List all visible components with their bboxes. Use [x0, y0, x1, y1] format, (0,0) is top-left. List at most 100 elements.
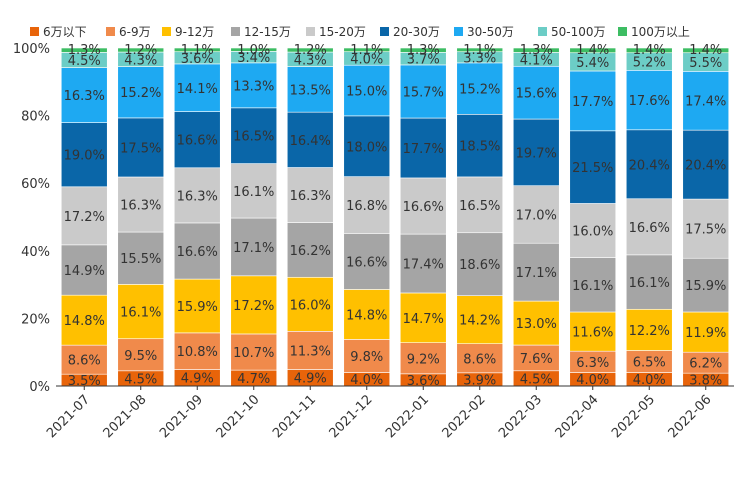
data-label-2021-11-3: 16.0%	[290, 298, 331, 313]
y-tick-label-0: 0%	[29, 380, 50, 395]
data-label-2021-12-3: 14.8%	[346, 308, 387, 323]
bar-segment-2021-09-3	[173, 278, 221, 334]
bar-segment-2022-03-4	[512, 242, 560, 302]
bar-stack-2021-07: 3.5% 8.6% 14.8% 14.9% 17.2% 19.0% 16.3% 4.5%1.3…	[60, 43, 108, 389]
data-label-2021-11-6: 16.4%	[290, 134, 331, 149]
bar-segment-2021-12-6	[343, 115, 391, 177]
bar-stack-2022-03: 4.5% 7.6% 13.0% 17.1% 17.0% 19.7% 15.6% 4.1%1.3…	[512, 43, 560, 387]
legend-label-8: 50-100万	[551, 25, 606, 39]
legend-label-6: 20-30万	[393, 25, 440, 39]
data-label-2021-11-8: 4.3%	[294, 53, 327, 68]
bar-stack-2021-11: 4.9% 11.3% 16.0% 16.2% 16.3% 16.4% 13.5% 4.3%1.…	[286, 43, 334, 387]
bar-segment-2021-07-3	[60, 294, 108, 346]
data-label-2021-12-8: 4.0%	[350, 52, 383, 67]
bar-segment-2021-09-5	[173, 167, 221, 224]
bar-stack-2021-10: 4.7% 10.7% 17.2% 17.1% 16.1% 16.5% 13.3% 3.4%1.…	[230, 43, 278, 387]
data-label-2021-07-7: 16.3%	[64, 89, 105, 104]
bar-segment-2022-05-3	[625, 308, 673, 351]
data-label-2022-03-7: 15.6%	[516, 87, 557, 102]
data-label-2021-10-4: 17.1%	[233, 241, 274, 256]
legend-swatch-5	[306, 27, 315, 36]
data-label-2022-04-1: 4.0%	[576, 373, 609, 388]
data-label-2022-05-2: 6.5%	[633, 355, 666, 370]
data-label-2022-06-3: 11.9%	[685, 326, 726, 341]
data-label-2022-04-8: 5.4%	[576, 56, 609, 71]
data-label-2021-09-7: 14.1%	[177, 82, 218, 97]
legend-swatch-9	[618, 27, 627, 36]
legend-label-4: 12-15万	[244, 25, 291, 39]
bar-segment-2022-01-3	[399, 292, 447, 343]
data-label-2022-03-2: 7.6%	[520, 352, 553, 367]
x-axis: 2021-07 2021-08 2021-09 2021-10 2021-11 2021-…	[44, 385, 734, 441]
bar-stack-2021-12: 4.0%9.8%14.8%16.6%16.8%18.0%15.0%4.0%1.1…	[343, 43, 391, 388]
data-label-2021-07-5: 17.2%	[64, 210, 105, 225]
data-label-2022-03-5: 17.0%	[516, 208, 557, 223]
bar-segment-2021-11-3	[286, 276, 334, 332]
data-label-2021-08-7: 15.2%	[120, 86, 161, 101]
bar-segment-2021-07-9	[60, 47, 108, 53]
data-label-2021-09-4: 16.6%	[177, 245, 218, 260]
x-tick-label-2021-11: 2021-11	[270, 392, 319, 441]
bar-segment-2021-09-9	[173, 47, 221, 53]
legend-swatch-3	[162, 27, 171, 36]
x-tick-label-2021-10: 2021-10	[214, 392, 263, 441]
data-label-2022-05-6: 20.4%	[629, 158, 670, 173]
bar-segment-2021-09-4	[173, 222, 221, 280]
data-label-2021-10-8: 3.4%	[237, 51, 270, 66]
y-tick-label-20: 20%	[21, 312, 50, 327]
bar-segment-2021-12-4	[343, 233, 391, 290]
bar-segment-2022-03-6	[512, 118, 560, 187]
data-label-2022-03-4: 17.1%	[516, 266, 557, 281]
bar-segment-2022-05-6	[625, 129, 673, 200]
bar-segment-2022-02-3	[456, 295, 504, 345]
data-label-2021-12-4: 16.6%	[346, 255, 387, 270]
bar-segment-2021-10-6	[230, 107, 278, 164]
data-label-2021-08-4: 15.5%	[120, 252, 161, 267]
data-label-2022-01-4: 17.4%	[403, 258, 444, 273]
data-label-2021-08-3: 16.1%	[120, 306, 161, 321]
bar-segment-2021-10-3	[230, 275, 278, 335]
legend-label-1: 6万以下	[43, 25, 87, 39]
y-tick-label-60: 60%	[21, 177, 50, 192]
bar-segment-2021-08-9	[117, 47, 165, 53]
data-label-2022-01-6: 17.7%	[403, 142, 444, 157]
bar-segment-2021-09-2	[173, 332, 221, 370]
data-label-2022-02-7: 15.2%	[459, 83, 500, 98]
data-label-2021-09-9: 1.1%	[181, 43, 214, 58]
bar-segment-2021-12-9	[343, 47, 391, 53]
bar-segment-2022-02-5	[456, 176, 504, 234]
data-label-2021-07-3: 14.8%	[64, 314, 105, 329]
bar-segment-2022-02-9	[456, 47, 504, 53]
bar-segment-2022-04-4	[569, 257, 617, 313]
x-tick-label-2021-07: 2021-07	[44, 392, 93, 441]
bar-segment-2022-04-3	[569, 311, 617, 352]
bars: 3.5%8.6%14.8%14.9%17.2%19.0%16.3%4.5%1.3…	[60, 43, 730, 389]
data-label-2021-12-2: 9.8%	[350, 350, 383, 365]
data-label-2021-12-6: 18.0%	[346, 140, 387, 155]
data-label-2022-04-7: 17.7%	[572, 95, 613, 110]
data-label-2022-02-4: 18.6%	[459, 258, 500, 273]
bar-segment-2021-10-2	[230, 333, 278, 371]
data-label-2021-12-9: 1.1%	[350, 43, 383, 58]
bar-segment-2021-09-6	[173, 111, 221, 169]
bar-segment-2022-05-9	[625, 47, 673, 54]
x-tick-label-2022-06: 2022-06	[666, 392, 715, 441]
bar-stack-2021-09: 4.9% 10.8% 15.9% 16.6% 16.3% 16.6% 14.1% 3.6%1.…	[173, 43, 221, 387]
bar-segment-2021-11-7	[286, 66, 334, 113]
data-label-2021-07-1: 3.5%	[68, 374, 101, 389]
legend-label-2: 6-9万	[119, 25, 151, 39]
data-label-2021-07-9: 1.3%	[68, 43, 101, 58]
x-tick-label-2021-12: 2021-12	[327, 392, 376, 441]
bar-segment-2022-03-2	[512, 344, 560, 372]
data-label-2021-08-5: 16.3%	[120, 199, 161, 214]
data-label-2021-10-6: 16.5%	[233, 130, 274, 145]
data-label-2022-03-1: 4.5%	[520, 372, 553, 387]
bar-stack-2022-06: 3.8% 6.2% 11.9% 15.9% 17.5% 20.4% 17.4% 5.5%1.4…	[682, 43, 730, 389]
data-label-2021-11-4: 16.2%	[290, 244, 331, 259]
bar-segment-2021-12-3	[343, 289, 391, 340]
legend-swatch-2	[106, 27, 115, 36]
bar-segment-2022-01-4	[399, 233, 447, 294]
y-axis: 0% 20% 40% 60% 80% 100%	[13, 42, 50, 395]
data-label-2022-02-1: 3.9%	[463, 373, 496, 388]
